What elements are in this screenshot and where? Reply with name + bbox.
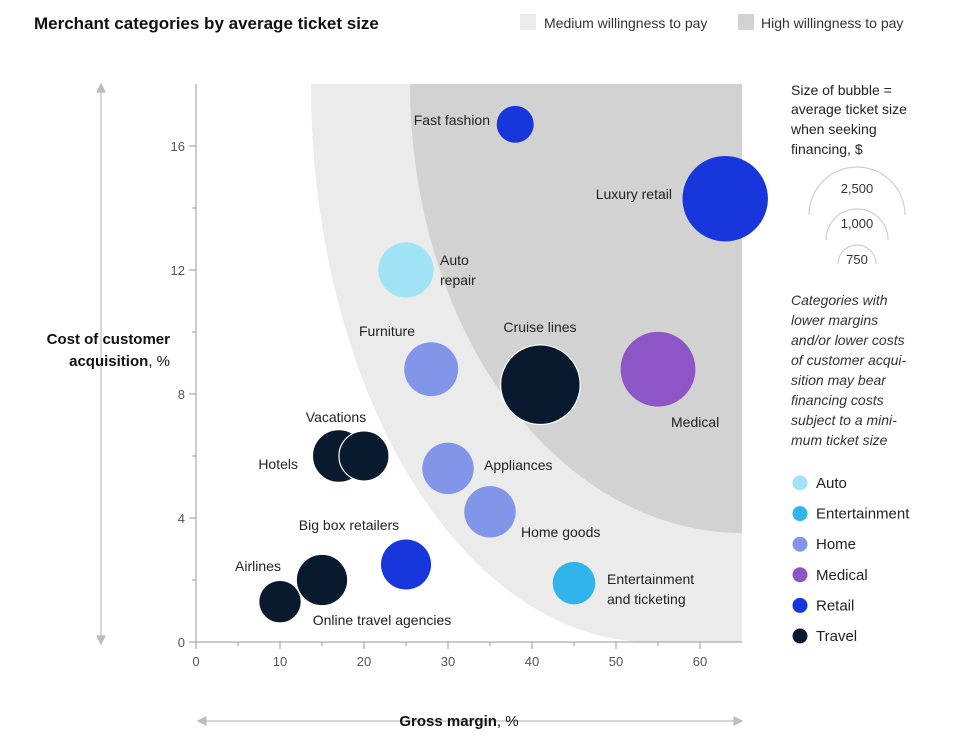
label-online-travel-agencies: Online travel agencies xyxy=(313,612,452,628)
legend-swatch-auto xyxy=(792,475,808,491)
size-key-title-1: Size of bubble = xyxy=(791,82,892,98)
label-hotels: Hotels xyxy=(258,456,298,472)
size-key-arc-small xyxy=(837,244,877,265)
note-line-8: mum ticket size xyxy=(791,432,888,448)
y-tick-label: 8 xyxy=(178,387,185,402)
label-cruise-lines: Cruise lines xyxy=(503,319,576,335)
bubble-online-travel-agencies xyxy=(295,553,349,607)
note-line-6: financing costs xyxy=(791,392,884,408)
legend-medium-swatch xyxy=(520,14,536,30)
size-key-arc-large xyxy=(808,166,906,216)
bubble-entertainment-and-ticketing xyxy=(552,561,596,605)
y-tick-label: 4 xyxy=(178,511,185,526)
bubble-vacations xyxy=(338,430,390,482)
legend-label-home: Home xyxy=(816,536,856,553)
label-airlines: Airlines xyxy=(235,558,281,574)
bubble-furniture xyxy=(404,342,459,397)
label-medical: Medical xyxy=(671,414,719,430)
legend-high-swatch xyxy=(738,14,754,30)
label-auto-repair: Auto repair xyxy=(440,252,476,288)
label-luxury-retail: Luxury retail xyxy=(596,186,672,202)
note-line-5: sition may bear xyxy=(791,372,887,388)
note-line-7: subject to a mini- xyxy=(791,412,897,428)
size-key: Size of bubble = average ticket size whe… xyxy=(790,82,907,267)
bubble-auto-repair xyxy=(378,242,434,298)
x-tick-label: 60 xyxy=(693,654,707,669)
legend-swatch-entertainment xyxy=(792,506,808,522)
x-tick-label: 0 xyxy=(192,654,199,669)
size-key-value-large: 2,500 xyxy=(841,181,874,196)
label-big-box-retailers: Big box retailers xyxy=(299,517,399,533)
legend-label-auto: Auto xyxy=(816,475,847,492)
label-entertainment-and-ticketing-line: and ticketing xyxy=(607,591,686,607)
y-axis-arrow xyxy=(96,82,106,646)
bubble-medical xyxy=(620,331,696,407)
size-key-title-2: average ticket size xyxy=(791,101,907,117)
note-line-2: lower margins xyxy=(791,312,878,328)
x-tick-label: 30 xyxy=(441,654,455,669)
legend-label-medical: Medical xyxy=(816,567,868,584)
label-furniture: Furniture xyxy=(359,323,415,339)
x-axis-title: Gross margin, % xyxy=(399,713,518,730)
x-tick-label: 40 xyxy=(525,654,539,669)
label-fast-fashion: Fast fashion xyxy=(414,112,490,128)
label-entertainment-and-ticketing: Entertainment and ticketing xyxy=(607,571,694,607)
legend-medium-label: Medium willingness to pay xyxy=(544,15,707,31)
chart-title: Merchant categories by average ticket si… xyxy=(34,14,379,33)
legend-swatch-medical xyxy=(792,567,808,583)
label-auto-repair-line: Auto xyxy=(440,252,469,268)
label-auto-repair-line: repair xyxy=(440,272,476,288)
x-axis-arrow xyxy=(196,716,744,726)
y-tick-label: 16 xyxy=(171,139,185,154)
bubble-fast-fashion xyxy=(496,105,534,143)
category-legend: Auto Entertainment Home Medical Retail Travel xyxy=(792,475,910,645)
x-tick-label: 50 xyxy=(609,654,623,669)
x-tick-label: 20 xyxy=(357,654,371,669)
legend-swatch-home xyxy=(792,536,808,552)
bubble-big-box-retailers xyxy=(380,539,432,590)
y-tick-label: 12 xyxy=(171,263,185,278)
bubble-luxury-retail xyxy=(682,155,768,242)
bubble-cruise-lines xyxy=(500,344,581,426)
x-tick-label: 10 xyxy=(273,654,287,669)
bubble-labels: Fast fashion Luxury retail Auto repair Furni… xyxy=(235,112,719,628)
legend-label-entertainment: Entertainment xyxy=(816,506,910,523)
bubbles xyxy=(258,105,768,624)
bubble-appliances xyxy=(422,442,474,495)
x-axis-title-main: Gross margin xyxy=(399,713,497,730)
y-tick-label: 0 xyxy=(178,635,185,650)
label-entertainment-and-ticketing-line: Entertainment xyxy=(607,571,694,587)
bubble-home-goods xyxy=(464,486,516,538)
axes: 0 4 8 12 16 0 10 20 30 40 50 60 xyxy=(171,84,742,669)
label-home-goods: Home goods xyxy=(521,524,600,540)
note-line-4: of customer acqui- xyxy=(791,352,906,368)
bubble-airlines xyxy=(258,579,302,624)
note-line-1: Categories with xyxy=(791,292,888,308)
label-vacations: Vacations xyxy=(306,409,366,425)
y-axis-title-main: acquisition xyxy=(69,353,148,370)
y-axis-title-line1: Cost of customer xyxy=(47,331,171,348)
size-key-value-small: 750 xyxy=(846,252,868,267)
label-appliances: Appliances xyxy=(484,457,553,473)
y-axis-title-unit: , % xyxy=(148,353,170,370)
size-key-arc-medium xyxy=(825,208,889,241)
legend-swatch-retail xyxy=(792,597,808,613)
size-key-title-4: financing, $ xyxy=(791,141,863,157)
y-axis-title-line2: acquisition, % xyxy=(69,353,170,370)
note-line-3: and/or lower costs xyxy=(791,332,905,348)
x-axis-title-unit: , % xyxy=(497,713,519,730)
high-willingness-region xyxy=(410,84,742,533)
side-note: Categories with lower margins and/or low… xyxy=(791,292,906,448)
size-key-value-medium: 1,000 xyxy=(841,216,874,231)
legend-swatch-travel xyxy=(792,628,808,644)
legend-high-label: High willingness to pay xyxy=(761,15,903,31)
size-key-title-3: when seeking xyxy=(790,121,877,137)
legend-label-travel: Travel xyxy=(816,628,857,645)
legend-label-retail: Retail xyxy=(816,597,854,614)
